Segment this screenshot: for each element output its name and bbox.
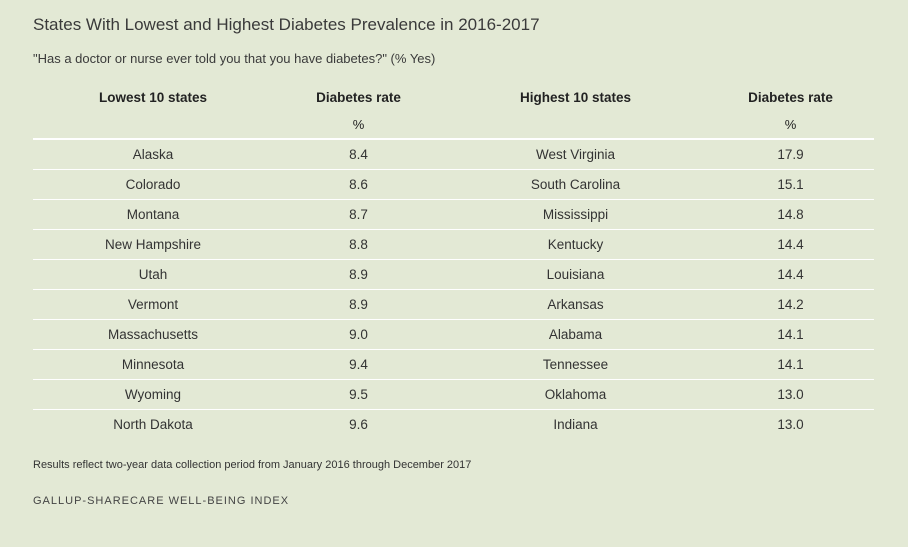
lowest-state-cell: Massachusetts [33, 319, 273, 350]
unit-lowest-states [33, 111, 273, 140]
lowest-state-cell: Wyoming [33, 379, 273, 410]
highest-state-cell: Indiana [553, 417, 598, 432]
highest-state-cell: Oklahoma [444, 379, 707, 410]
lowest-state-cell: Utah [33, 259, 273, 290]
lowest-state-cell: Vermont [33, 289, 273, 320]
unit-lowest-rate: % [273, 111, 444, 140]
highest-state-cell: Arkansas [444, 289, 707, 320]
column-header-highest-rate: Diabetes rate [748, 89, 833, 105]
column-header-lowest-states: Lowest 10 states [98, 89, 208, 105]
highest-state-cell: Tennessee [444, 349, 707, 380]
chart-subtitle: "Has a doctor or nurse ever told you tha… [33, 51, 436, 66]
table-row: Vermont 8.9 Arkansas 14.2 [33, 289, 874, 320]
highest-rate-cell: 13.0 [777, 417, 804, 432]
highest-state-cell: Alabama [444, 319, 707, 350]
chart-title: States With Lowest and Highest Diabetes … [33, 15, 540, 34]
lowest-rate-cell: 9.0 [273, 319, 444, 350]
highest-rate-cell: 14.1 [707, 319, 874, 350]
units-row: % % [33, 111, 874, 140]
lowest-rate-cell: 8.9 [273, 259, 444, 290]
highest-state-cell: West Virginia [444, 139, 707, 170]
unit-highest-states [444, 111, 707, 140]
lowest-rate-cell: 9.4 [273, 349, 444, 380]
lowest-rate-cell: 8.6 [273, 169, 444, 200]
highest-state-cell: South Carolina [444, 169, 707, 200]
lowest-state-cell: Colorado [33, 169, 273, 200]
table-row: Montana 8.7 Mississippi 14.8 [33, 199, 874, 230]
table-row: Colorado 8.6 South Carolina 15.1 [33, 169, 874, 200]
lowest-state-cell: Minnesota [33, 349, 273, 380]
table-body: Alaska 8.4 West Virginia 17.9 Colorado 8.6 Sou… [33, 139, 874, 439]
table-row: Minnesota 9.4 Tennessee 14.1 [33, 349, 874, 380]
highest-rate-cell: 14.2 [707, 289, 874, 320]
header-row: Lowest 10 states Diabetes rate Highest 1… [33, 83, 874, 111]
footnote: Results reflect two-year data collection… [33, 459, 472, 471]
table-row: Alaska 8.4 West Virginia 17.9 [33, 139, 874, 170]
column-header-lowest-rate: Diabetes rate [316, 89, 401, 105]
table-row: North Dakota 9.6 Indiana 13.0 [33, 410, 874, 440]
highest-rate-cell: 14.4 [707, 259, 874, 290]
highest-rate-cell: 15.1 [707, 169, 874, 200]
highest-rate-cell: 17.9 [707, 139, 874, 170]
highest-state-cell: Mississippi [444, 199, 707, 230]
lowest-state-cell: North Dakota [113, 417, 193, 432]
lowest-state-cell: New Hampshire [33, 229, 273, 260]
lowest-rate-cell: 8.7 [273, 199, 444, 230]
highest-rate-cell: 14.4 [707, 229, 874, 260]
lowest-rate-cell: 9.6 [349, 417, 368, 432]
diabetes-table: Lowest 10 states Diabetes rate Highest 1… [33, 83, 874, 439]
lowest-rate-cell: 8.9 [273, 289, 444, 320]
lowest-rate-cell: 8.4 [273, 139, 444, 170]
column-header-highest-states: Highest 10 states [519, 89, 632, 105]
lowest-rate-cell: 9.5 [273, 379, 444, 410]
table-row: New Hampshire 8.8 Kentucky 14.4 [33, 229, 874, 260]
lowest-state-cell: Alaska [33, 139, 273, 170]
table-row: Massachusetts 9.0 Alabama 14.1 [33, 319, 874, 350]
lowest-state-cell: Montana [33, 199, 273, 230]
unit-highest-rate: % [707, 111, 874, 140]
highest-state-cell: Louisiana [444, 259, 707, 290]
highest-rate-cell: 13.0 [707, 379, 874, 410]
table-row: Utah 8.9 Louisiana 14.4 [33, 259, 874, 290]
source-label: GALLUP-SHARECARE WELL-BEING INDEX [33, 495, 290, 507]
lowest-rate-cell: 8.8 [273, 229, 444, 260]
highest-rate-cell: 14.1 [707, 349, 874, 380]
highest-state-cell: Kentucky [444, 229, 707, 260]
table-row: Wyoming 9.5 Oklahoma 13.0 [33, 379, 874, 410]
highest-rate-cell: 14.8 [707, 199, 874, 230]
